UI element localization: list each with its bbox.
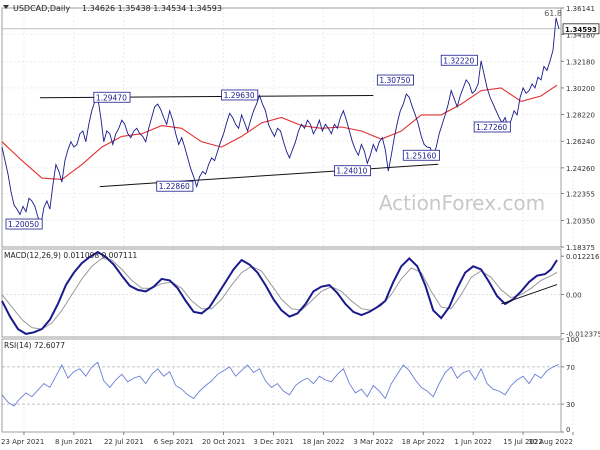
x-tick-label: 20 Oct 2021 xyxy=(202,438,245,446)
price-panel: 1.20050 1.29470 1.29630 1.30750 1.32220 1.228… xyxy=(1,17,560,230)
x-tick-label: 15 Jul 2022 xyxy=(503,438,543,446)
rsi-y-tick-label: 100 xyxy=(566,336,579,344)
panel-frames xyxy=(1,7,562,433)
price-panel-frame xyxy=(1,7,562,248)
x-tick-label: 1 Jun 2022 xyxy=(454,438,492,446)
macd-signal-line xyxy=(1,257,558,330)
macd-y-tick-label: 0.00 xyxy=(566,292,582,300)
date-x-axis: 23 Apr 2021 8 Jun 2021 22 Jul 2021 6 Sep 20… xyxy=(1,432,574,446)
rsi-title: RSI(14) 72.6077 xyxy=(4,341,65,350)
watermark: ActionForex.com xyxy=(379,191,545,215)
price-y-axis: 1.36141 1.34180 1.32180 1.30200 1.28220 1.262… xyxy=(561,5,600,252)
ohlc-label: 1.34626 1.35438 1.34534 1.34593 xyxy=(82,4,222,13)
rsi-y-axis: 100 70 30 0 xyxy=(561,336,579,434)
macd-title: MACD(12,26,9) 0.011098 0.007111 xyxy=(4,251,138,260)
price-y-tick-label: 1.24260 xyxy=(566,165,595,173)
price-level-label: 1.25160 xyxy=(405,151,436,160)
x-tick-label: 18 Apr 2022 xyxy=(402,438,445,446)
price-level-label-box xyxy=(5,218,43,230)
symbol-label: USDCAD,Daily xyxy=(13,4,70,13)
price-level-label: 1.29470 xyxy=(96,93,127,102)
price-y-tick-label: 1.36141 xyxy=(566,5,595,13)
price-y-tick-label: 1.28220 xyxy=(566,112,595,120)
fib-level-label: 61.8 xyxy=(544,9,562,18)
macd-y-axis: 0.012216 0.00 -0.012375 xyxy=(561,253,600,338)
price-level-label-box xyxy=(93,91,131,103)
last-price-tag xyxy=(562,23,600,35)
x-tick-label: 18 Jan 2022 xyxy=(302,438,344,446)
chart-header: USDCAD,Daily 1.34626 1.35438 1.34534 1.3… xyxy=(3,4,562,18)
price-y-tick-label: 1.32180 xyxy=(566,58,595,66)
price-y-tick-label: 1.22355 xyxy=(566,191,595,199)
last-price-label: 1.34593 xyxy=(565,26,597,34)
macd-trendline xyxy=(500,284,558,305)
macd-panel xyxy=(1,250,558,335)
price-level-label: 1.32220 xyxy=(443,56,474,65)
price-y-tick-label: 1.26240 xyxy=(566,138,595,146)
macd-y-tick-label: -0.012375 xyxy=(566,330,600,338)
price-level-label-box xyxy=(156,180,194,192)
x-tick-label: 8 Jun 2021 xyxy=(55,438,93,446)
indicator-titles: MACD(12,26,9) 0.011098 0.007111 RSI(14) 7… xyxy=(4,251,138,350)
price-level-label-box xyxy=(402,149,440,161)
rsi-y-tick-label: 70 xyxy=(566,364,575,372)
price-y-tick-label: 1.18375 xyxy=(566,244,595,252)
price-level-label-box xyxy=(334,165,372,177)
price-level-label: 1.22860 xyxy=(159,182,190,191)
rsi-y-tick-label: 0 xyxy=(566,426,570,434)
x-tick-label: 6 Sep 2021 xyxy=(154,438,194,446)
grid-lines xyxy=(2,7,574,432)
x-tick-label: 23 Apr 2021 xyxy=(1,438,44,446)
price-y-tick-label: 1.20350 xyxy=(566,217,595,225)
price-level-label: 1.20050 xyxy=(8,220,39,229)
rsi-line xyxy=(1,361,560,407)
price-y-tick-label: 1.34180 xyxy=(566,31,595,39)
price-level-label-box xyxy=(440,54,478,66)
price-level-label: 1.30750 xyxy=(379,76,410,85)
macd-panel-frame xyxy=(1,248,562,338)
rsi-y-tick-label: 30 xyxy=(566,401,575,409)
price-level-label: 1.27260 xyxy=(476,123,507,132)
x-tick-label: 22 Jul 2021 xyxy=(104,438,144,446)
rsi-panel xyxy=(1,361,560,407)
price-level-label-box xyxy=(221,89,259,101)
price-level-label: 1.24010 xyxy=(336,167,367,176)
macd-y-tick-label: 0.012216 xyxy=(566,253,600,261)
price-level-label: 1.29630 xyxy=(224,91,255,100)
macd-line xyxy=(1,250,558,335)
x-tick-label: 3 Dec 2021 xyxy=(253,438,293,446)
x-tick-label: 30 Aug 2022 xyxy=(528,438,573,446)
price-level-label-box xyxy=(376,74,414,86)
price-y-tick-label: 1.30200 xyxy=(566,85,595,93)
dropdown-arrow-icon[interactable] xyxy=(3,5,9,9)
rsi-panel-frame xyxy=(1,338,562,433)
moving-average-line xyxy=(1,84,558,180)
x-tick-label: 3 Mar 2022 xyxy=(353,438,393,446)
price-level-label-box xyxy=(473,121,511,133)
price-trendline xyxy=(99,163,439,188)
